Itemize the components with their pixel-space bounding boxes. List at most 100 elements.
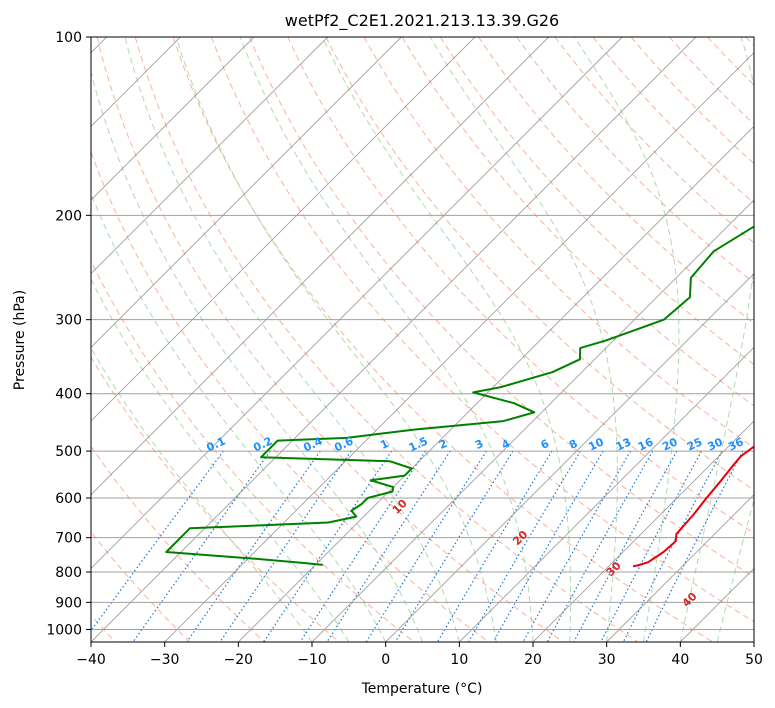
- y-tick-label: 800: [55, 565, 82, 581]
- mixing-ratio-line: [365, 450, 487, 642]
- dry-adiabat-line: [91, 445, 265, 642]
- moist-adiabat-label: 10: [390, 497, 410, 517]
- y-tick-label: 500: [55, 444, 82, 460]
- mixing-ratio-line: [546, 450, 654, 642]
- moist-adiabat-line: [573, 37, 680, 642]
- mixing-ratio-line: [436, 450, 553, 642]
- x-tick-label: −30: [150, 652, 180, 668]
- dry-adiabat-line: [745, 37, 754, 47]
- dewpoint-profile-line: [165, 225, 754, 566]
- x-axis: −40 −30 −20 −10 0 10 20 30 40 50: [76, 642, 763, 668]
- dry-adiabat-line: [91, 259, 415, 642]
- moist-adiabat-line: [91, 192, 387, 642]
- x-tick-label: 20: [524, 652, 542, 668]
- moist-adiabat-line: [679, 37, 754, 642]
- dry-adiabat-line: [401, 37, 754, 407]
- series-lines: [165, 225, 754, 568]
- dry-adiabat-line: [211, 37, 754, 623]
- isotherm-line: [91, 37, 402, 348]
- dry-adiabat-line: [249, 37, 754, 578]
- dry-adiabat-line: [172, 37, 713, 642]
- mixing-ratio-label: 2: [437, 437, 449, 452]
- x-tick-label: −40: [76, 652, 106, 668]
- dry-adiabat-line: [592, 37, 754, 204]
- mixing-ratio-label: 10: [586, 435, 606, 453]
- moist-adiabat-line: [239, 37, 534, 642]
- dry-adiabat-line: [439, 37, 754, 366]
- isotherm-line: [91, 37, 697, 642]
- y-tick-label: 300: [55, 313, 82, 329]
- isotherm-line: [91, 37, 549, 496]
- isotherm-line: [91, 37, 623, 569]
- background-lines: [91, 37, 754, 642]
- x-tick-label: 10: [450, 652, 468, 668]
- mixing-ratio-label: 6: [539, 437, 552, 452]
- dry-adiabat-line: [554, 37, 754, 244]
- x-tick-label: 30: [598, 652, 616, 668]
- moist-adiabat-line: [91, 70, 423, 642]
- moist-adiabat-label: 30: [604, 559, 624, 579]
- mixing-ratio-line: [492, 450, 604, 642]
- moist-adiabat-line: [321, 37, 572, 642]
- dry-adiabat-line: [630, 37, 754, 165]
- y-tick-label: 1000: [46, 622, 82, 638]
- moist-adiabat-line: [91, 347, 313, 642]
- isotherm-line: [311, 199, 754, 642]
- moist-adiabat-line: [716, 497, 754, 642]
- mixing-ratio-label: 13: [614, 435, 633, 453]
- chart-title: wetPf2_C2E1.2021.213.13.39.G26: [285, 11, 559, 31]
- isotherm-line: [91, 37, 476, 422]
- x-tick-label: −10: [297, 652, 327, 668]
- y-tick-label: 400: [55, 387, 82, 403]
- x-tick-label: 0: [381, 652, 390, 668]
- mixing-ratio-line: [186, 450, 321, 642]
- mixing-ratio-label: 20: [660, 435, 680, 453]
- y-axis: 100 200 300 400 500 600 700 800 900 1000: [46, 30, 91, 638]
- mixing-ratio-line: [522, 450, 632, 642]
- x-axis-title: Temperature (°C): [361, 681, 483, 697]
- dry-adiabat-line: [707, 37, 754, 86]
- mixing-ratio-line: [91, 450, 224, 632]
- mixing-ratio-line: [573, 450, 678, 642]
- mixing-ratio-line: [299, 450, 426, 642]
- grid-lines: [91, 37, 754, 642]
- isotherm-line: [385, 273, 754, 642]
- dry-adiabat-line: [91, 356, 340, 642]
- dry-adiabat-line: [134, 37, 639, 642]
- y-tick-label: 900: [55, 595, 82, 611]
- mixing-ratio-line: [326, 450, 451, 642]
- isotherm-line: [680, 567, 754, 642]
- mixing-ratio-label: 3: [473, 437, 485, 452]
- y-axis-title: Pressure (hPa): [12, 290, 28, 390]
- moist-adiabat-label: 40: [680, 590, 700, 610]
- mixing-ratio-line: [622, 450, 723, 642]
- plot-frame: [90, 36, 755, 643]
- isotherm-line: [164, 52, 754, 642]
- isotherm-line: [459, 346, 754, 642]
- moist-adiabat-line: [124, 37, 460, 642]
- mixing-ratio-label: 30: [705, 435, 725, 453]
- isotherm-line: [753, 641, 754, 642]
- isotherm-line: [91, 37, 328, 275]
- moist-adiabat-line: [175, 37, 497, 642]
- mixing-ratio-label: 36: [726, 435, 746, 453]
- isotherm-line: [238, 125, 754, 642]
- mixing-ratio-label: 1: [378, 437, 390, 452]
- mixing-ratio-line: [219, 450, 352, 642]
- moist-adiabat-line: [91, 278, 350, 642]
- mixing-ratio-line: [600, 450, 703, 642]
- isotherm-line: [606, 494, 754, 642]
- y-tick-label: 600: [55, 491, 82, 507]
- isotherm-line: [91, 37, 255, 201]
- dry-adiabat-line: [91, 150, 489, 642]
- temperature-profile-line: [632, 445, 754, 568]
- dry-adiabat-line: [516, 37, 754, 284]
- mixing-ratio-line: [645, 450, 744, 642]
- y-tick-label: 700: [55, 531, 82, 547]
- y-tick-label: 200: [55, 208, 82, 224]
- mixing-ratio-label: 25: [685, 435, 704, 453]
- dry-adiabat-line: [287, 37, 754, 534]
- mixing-ratio-label: 4: [500, 437, 513, 452]
- mixing-ratio-line: [132, 450, 271, 642]
